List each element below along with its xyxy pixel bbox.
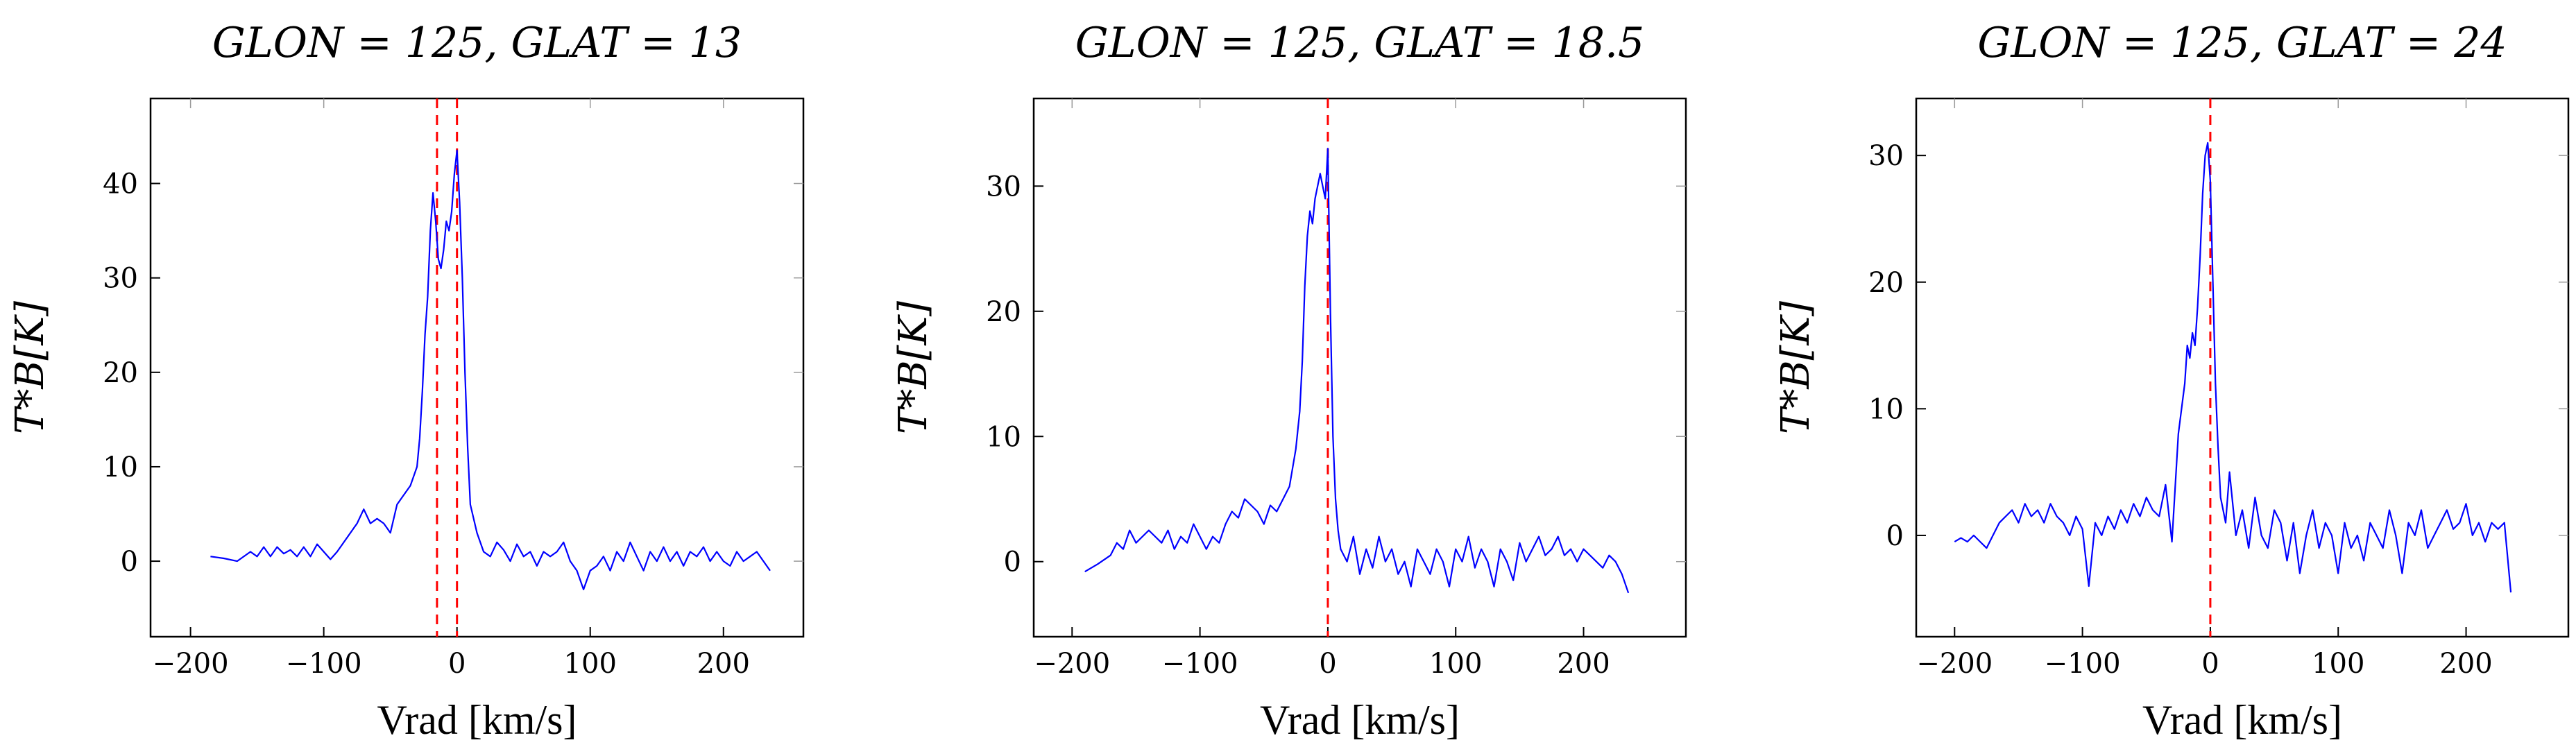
x-tick-label: 200 — [1557, 648, 1610, 680]
x-tick-label: −200 — [1034, 648, 1110, 680]
x-tick-label: 0 — [448, 648, 466, 680]
y-tick-label: 0 — [1886, 520, 1904, 552]
y-tick-label: 0 — [1004, 547, 1021, 578]
y-tick-label: 10 — [103, 452, 138, 483]
chart-title: GLON = 125, GLAT = 24 — [1977, 19, 2507, 67]
x-tick-label: 200 — [697, 648, 750, 680]
y-tick-label: 30 — [986, 171, 1021, 203]
plot-frame — [1032, 97, 1687, 638]
x-axis-label: Vrad [km/s] — [1260, 697, 1460, 743]
x-axis-label: Vrad [km/s] — [377, 697, 577, 743]
y-axis-label: T*B[K] — [891, 301, 936, 434]
x-tick-label: 200 — [2439, 648, 2492, 680]
chart-panel-2: GLON = 125, GLAT = 18.5 −200 −100 0 100 200 0 1… — [891, 19, 1687, 743]
y-tick-label: 0 — [121, 546, 138, 578]
x-tick-label: 100 — [2312, 648, 2364, 680]
x-tick-label: −100 — [1162, 648, 1238, 680]
x-tick-label: −200 — [1916, 648, 1993, 680]
x-tick-label: 100 — [564, 648, 617, 680]
y-tick-label: 30 — [1868, 140, 1904, 172]
y-tick-label: 10 — [1868, 393, 1904, 425]
plot-frame — [1915, 97, 2570, 638]
y-tick-label: 20 — [103, 357, 138, 389]
x-tick-label: −100 — [2045, 648, 2121, 680]
y-tick-label: 20 — [986, 296, 1021, 328]
x-tick-label: 100 — [1429, 648, 1482, 680]
x-axis-label: Vrad [km/s] — [2142, 697, 2342, 743]
y-axis-label: T*B[K] — [8, 301, 53, 434]
chart-panel-3: GLON = 125, GLAT = 24 −200 −100 0 100 200 0 10 2… — [1773, 19, 2570, 743]
y-tick-label: 10 — [986, 421, 1021, 453]
chart-title: GLON = 125, GLAT = 18.5 — [1075, 19, 1644, 67]
series-line — [210, 149, 771, 591]
x-tick-label: 0 — [1319, 648, 1336, 680]
series-line — [1954, 141, 2512, 593]
x-tick-label: −200 — [153, 648, 229, 680]
y-tick-label: 20 — [1868, 267, 1904, 299]
series-line — [1084, 148, 1630, 594]
y-tick-label: 30 — [103, 263, 138, 295]
chart-title: GLON = 125, GLAT = 13 — [212, 19, 742, 67]
plot-frame — [149, 97, 805, 638]
x-tick-label: 0 — [2201, 648, 2219, 680]
y-axis-label: T*B[K] — [1773, 301, 1818, 434]
y-tick-label: 40 — [103, 169, 138, 200]
x-tick-label: −100 — [286, 648, 362, 680]
chart-panel-1: GLON = 125, GLAT = 13 −200 −100 0 100 200 0 10 2… — [8, 19, 805, 743]
